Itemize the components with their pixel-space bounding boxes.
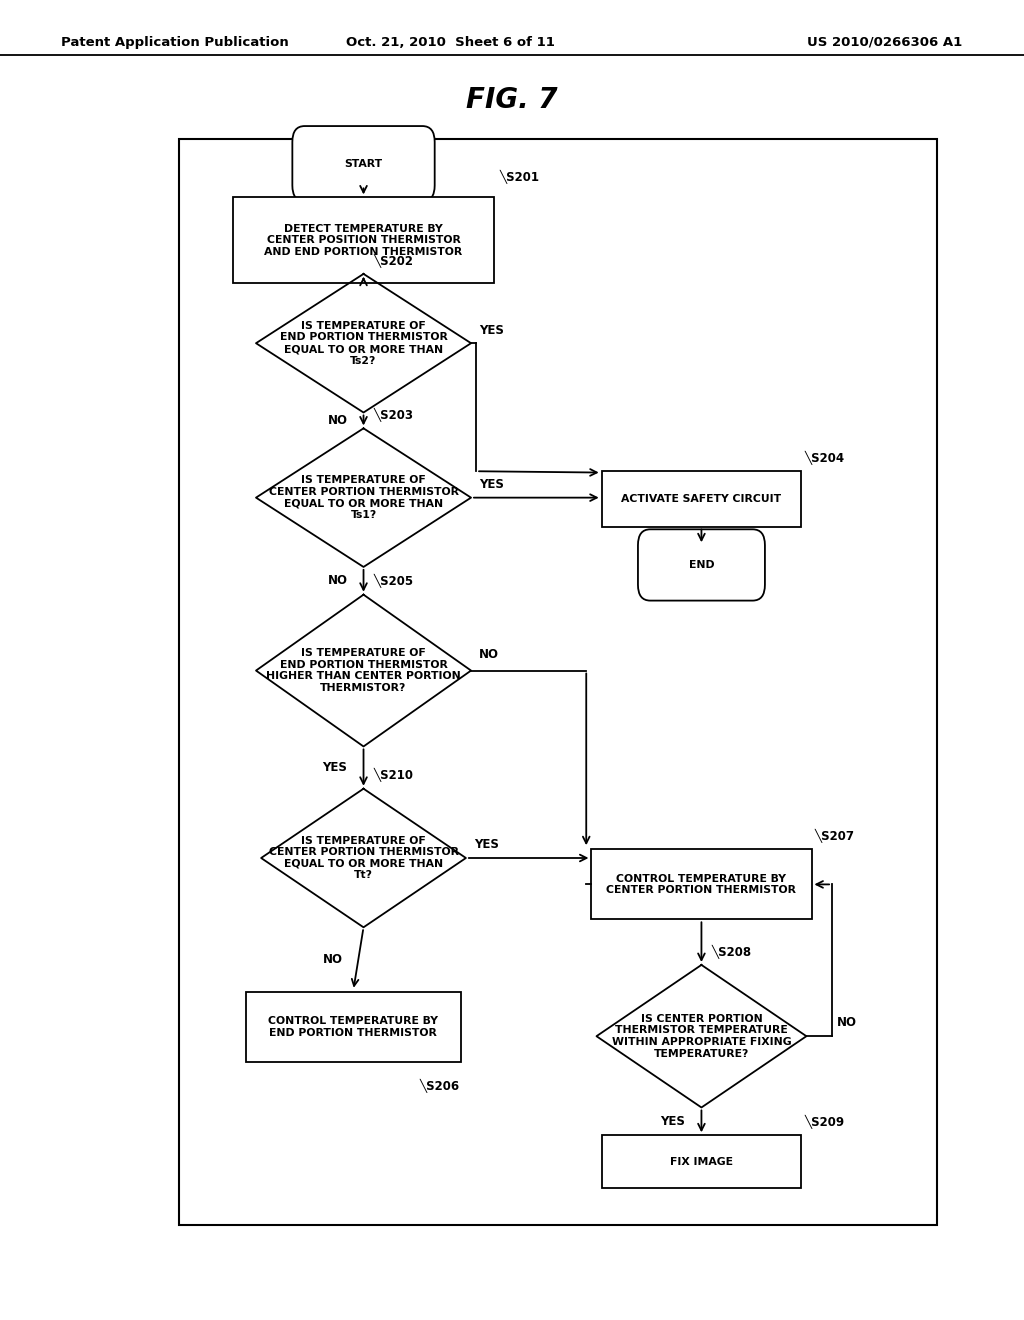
FancyBboxPatch shape	[592, 850, 811, 919]
Text: NO: NO	[328, 574, 348, 587]
FancyBboxPatch shape	[246, 993, 461, 1061]
Text: ╲S201: ╲S201	[500, 170, 540, 185]
Text: YES: YES	[479, 478, 504, 491]
Text: END: END	[688, 560, 715, 570]
Text: IS TEMPERATURE OF
CENTER PORTION THERMISTOR
EQUAL TO OR MORE THAN
Ts1?: IS TEMPERATURE OF CENTER PORTION THERMIS…	[268, 475, 459, 520]
Text: NO: NO	[323, 953, 343, 966]
Text: IS CENTER PORTION
THERMISTOR TEMPERATURE
WITHIN APPROPRIATE FIXING
TEMPERATURE?: IS CENTER PORTION THERMISTOR TEMPERATURE…	[611, 1014, 792, 1059]
Text: ╲S205: ╲S205	[374, 574, 414, 589]
Text: YES: YES	[479, 323, 504, 337]
Text: US 2010/0266306 A1: US 2010/0266306 A1	[807, 36, 963, 49]
Text: NO: NO	[479, 648, 500, 661]
Text: YES: YES	[323, 762, 347, 774]
FancyBboxPatch shape	[602, 1135, 801, 1188]
Text: ╲S204: ╲S204	[805, 451, 845, 465]
FancyBboxPatch shape	[232, 197, 494, 284]
Text: NO: NO	[328, 414, 348, 426]
Text: ╲S202: ╲S202	[374, 253, 414, 268]
Text: Patent Application Publication: Patent Application Publication	[61, 36, 289, 49]
Text: CONTROL TEMPERATURE BY
CENTER PORTION THERMISTOR: CONTROL TEMPERATURE BY CENTER PORTION TH…	[606, 874, 797, 895]
Text: IS TEMPERATURE OF
END PORTION THERMISTOR
HIGHER THAN CENTER PORTION
THERMISTOR?: IS TEMPERATURE OF END PORTION THERMISTOR…	[266, 648, 461, 693]
FancyBboxPatch shape	[179, 139, 937, 1225]
Text: ╲S206: ╲S206	[420, 1078, 460, 1093]
Text: CONTROL TEMPERATURE BY
END PORTION THERMISTOR: CONTROL TEMPERATURE BY END PORTION THERM…	[268, 1016, 438, 1038]
Text: ╲S207: ╲S207	[815, 829, 855, 843]
Text: ╲S209: ╲S209	[805, 1115, 845, 1129]
Text: ╲S203: ╲S203	[374, 408, 414, 422]
Text: ╲S210: ╲S210	[374, 768, 414, 783]
FancyBboxPatch shape	[602, 471, 801, 527]
Text: NO: NO	[838, 1016, 857, 1030]
Text: YES: YES	[474, 838, 499, 851]
Text: DETECT TEMPERATURE BY
CENTER POSITION THERMISTOR
AND END PORTION THERMISTOR: DETECT TEMPERATURE BY CENTER POSITION TH…	[264, 223, 463, 257]
Text: ACTIVATE SAFETY CIRCUIT: ACTIVATE SAFETY CIRCUIT	[622, 494, 781, 504]
Text: START: START	[344, 158, 383, 169]
Text: ╲S208: ╲S208	[712, 945, 752, 958]
FancyBboxPatch shape	[638, 529, 765, 601]
Text: IS TEMPERATURE OF
END PORTION THERMISTOR
EQUAL TO OR MORE THAN
Ts2?: IS TEMPERATURE OF END PORTION THERMISTOR…	[280, 321, 447, 366]
Text: Oct. 21, 2010  Sheet 6 of 11: Oct. 21, 2010 Sheet 6 of 11	[346, 36, 555, 49]
Text: YES: YES	[660, 1115, 685, 1127]
Text: FIX IMAGE: FIX IMAGE	[670, 1156, 733, 1167]
FancyBboxPatch shape	[293, 125, 434, 201]
Text: FIG. 7: FIG. 7	[466, 86, 558, 115]
Text: IS TEMPERATURE OF
CENTER PORTION THERMISTOR
EQUAL TO OR MORE THAN
Tt?: IS TEMPERATURE OF CENTER PORTION THERMIS…	[268, 836, 459, 880]
